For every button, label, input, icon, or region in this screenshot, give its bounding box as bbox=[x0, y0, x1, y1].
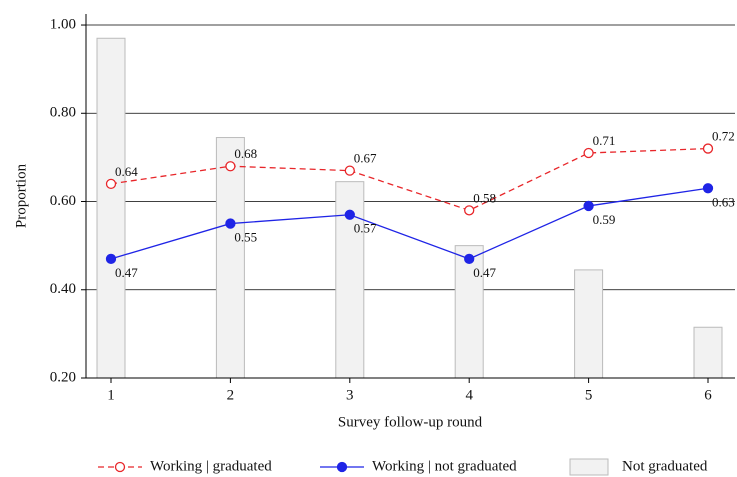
bar bbox=[96, 37, 126, 379]
legend-label: Working | not graduated bbox=[372, 458, 517, 474]
point bbox=[225, 218, 236, 229]
point bbox=[105, 178, 117, 190]
legend-label: Working | graduated bbox=[150, 458, 272, 474]
legend-swatch bbox=[569, 458, 609, 476]
point bbox=[344, 165, 355, 176]
y-axis-title: Proportion bbox=[13, 163, 29, 228]
data-label: 0.55 bbox=[234, 230, 257, 245]
legend-marker bbox=[336, 461, 348, 473]
x-tick-label: 6 bbox=[704, 387, 712, 403]
data-label: 0.47 bbox=[115, 265, 138, 280]
point bbox=[583, 200, 594, 212]
x-tick-label: 1 bbox=[107, 387, 115, 403]
point bbox=[702, 143, 714, 154]
y-tick-label: 0.40 bbox=[50, 281, 76, 297]
data-label: 0.59 bbox=[593, 212, 616, 227]
x-axis-title: Survey follow-up round bbox=[338, 414, 483, 430]
data-label: 0.64 bbox=[115, 164, 138, 179]
point bbox=[464, 253, 475, 265]
legend-item: Not graduated bbox=[569, 458, 708, 476]
x-tick-label: 2 bbox=[227, 387, 235, 403]
legend-item: Working | not graduated bbox=[320, 458, 517, 474]
point bbox=[583, 147, 594, 159]
y-tick-label: 1.00 bbox=[50, 16, 76, 32]
data-label: 0.72 bbox=[712, 129, 735, 144]
point bbox=[702, 183, 714, 194]
x-tick-label: 5 bbox=[585, 387, 593, 403]
point bbox=[344, 209, 355, 220]
series-line bbox=[110, 187, 709, 260]
point bbox=[225, 161, 236, 172]
y-tick-label: 0.60 bbox=[50, 193, 76, 209]
y-tick-label: 0.20 bbox=[50, 369, 76, 385]
data-label: 0.67 bbox=[354, 151, 377, 166]
bar bbox=[215, 137, 245, 379]
point bbox=[464, 205, 475, 216]
data-label: 0.63 bbox=[712, 194, 735, 209]
bar bbox=[574, 269, 604, 379]
data-label: 0.71 bbox=[593, 133, 616, 148]
data-label: 0.68 bbox=[234, 146, 257, 161]
data-label: 0.58 bbox=[473, 190, 496, 205]
legend-item: Working | graduated bbox=[98, 458, 272, 474]
point bbox=[105, 253, 117, 265]
y-tick-label: 0.80 bbox=[50, 105, 76, 121]
data-label: 0.47 bbox=[473, 265, 496, 280]
legend-label: Not graduated bbox=[622, 458, 708, 474]
x-tick-label: 4 bbox=[465, 387, 473, 403]
data-label: 0.57 bbox=[354, 221, 377, 236]
legend-marker bbox=[114, 461, 126, 473]
x-tick-label: 3 bbox=[346, 387, 354, 403]
series-line bbox=[110, 147, 709, 212]
bar bbox=[693, 326, 723, 379]
